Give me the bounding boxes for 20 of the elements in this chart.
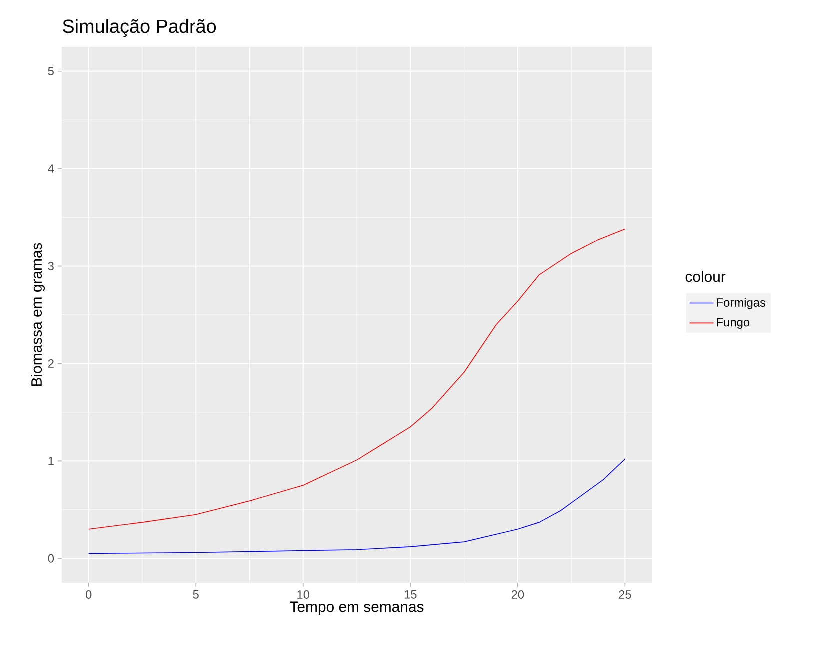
line-series — [88, 228, 626, 530]
legend-label: Fungo — [717, 318, 750, 330]
legend-label: Formigas — [717, 298, 766, 310]
chart-title: Simulação Padrão — [63, 19, 216, 38]
x-tick-label: 0 — [86, 590, 92, 599]
x-tick-label: 20 — [512, 590, 524, 599]
x-tick-label: 10 — [298, 590, 310, 599]
x-tick-label: 15 — [404, 590, 417, 599]
y-tick-label: 4 — [48, 164, 54, 173]
y-tick-label: 2 — [48, 360, 54, 368]
y-tick-label: 3 — [48, 262, 54, 270]
legend-title: colour — [686, 271, 726, 282]
y-axis-title: Biomassa em gramas — [31, 243, 45, 386]
y-tick-label: 1 — [48, 457, 54, 466]
line-series — [88, 458, 626, 554]
x-axis-title: Tempo em semanas — [290, 602, 424, 616]
y-tick-label: 5 — [48, 67, 54, 76]
x-tick-label: 5 — [193, 590, 199, 599]
y-tick-label: 0 — [48, 554, 54, 563]
x-tick-label: 25 — [619, 590, 632, 599]
